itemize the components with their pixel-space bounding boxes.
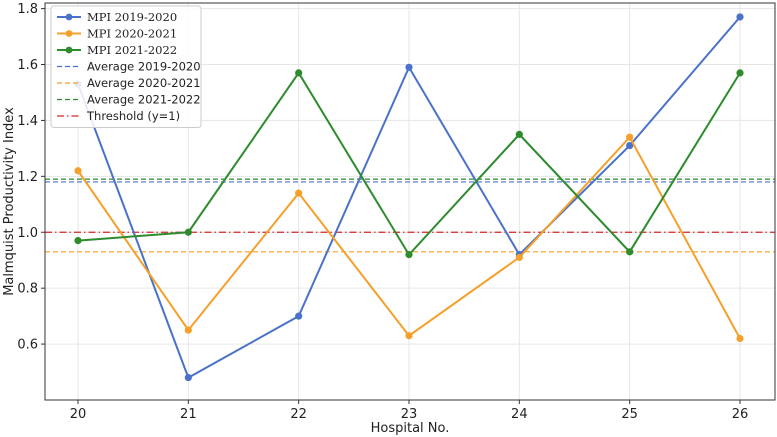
data-point (405, 251, 413, 259)
data-point (295, 189, 303, 197)
x-tick-label: 25 (621, 407, 638, 422)
data-point (626, 141, 634, 150)
data-point (184, 228, 192, 236)
legend-box (50, 5, 202, 128)
legend-marker (65, 46, 73, 54)
data-point (736, 13, 744, 21)
plot-frame (44, 2, 776, 401)
y-tick-label: 1.6 (17, 58, 38, 73)
data-point (405, 63, 413, 71)
x-tick-label: 24 (511, 407, 528, 422)
series-lines (74, 13, 744, 382)
x-tick-label: 23 (401, 407, 418, 422)
data-point (626, 133, 634, 141)
x-tick-label: 21 (180, 407, 197, 422)
x-tick-label: 26 (732, 407, 749, 422)
x-axis-label: Hospital No. (371, 421, 450, 436)
data-point (295, 312, 303, 320)
x-tick-label: 22 (290, 407, 307, 422)
reference-lines (45, 178, 775, 253)
data-point (515, 253, 523, 262)
data-point (626, 248, 634, 256)
y-tick-label: 1.4 (17, 114, 38, 129)
y-tick-label: 0.6 (17, 338, 38, 353)
data-point (295, 69, 303, 77)
data-point (736, 334, 744, 343)
legend-label: Average 2019-2020 (87, 60, 201, 74)
x-axis-ticks: 20 21 22 23 24 25 26 (70, 400, 749, 422)
legend-label: MPI 2020-2021 (87, 27, 177, 41)
data-point (405, 332, 413, 340)
legend-label: Average 2021-2022 (87, 93, 201, 107)
y-tick-label: 1.8 (17, 2, 38, 17)
y-tick-label: 1.2 (17, 170, 38, 185)
data-point (184, 326, 192, 334)
data-point (736, 69, 744, 77)
y-tick-label: 0.8 (17, 282, 38, 297)
x-tick-label: 20 (70, 407, 87, 422)
y-axis-ticks: 0.6 0.8 1.0 1.2 1.4 1.6 1.8 (17, 2, 45, 353)
data-point (74, 167, 82, 175)
legend-label: Threshold (y=1) (86, 109, 180, 123)
data-point (184, 374, 192, 382)
legend-label: MPI 2019-2020 (87, 10, 177, 24)
data-point (515, 130, 523, 139)
data-point (74, 237, 82, 245)
y-tick-label: 1.0 (17, 226, 38, 241)
legend-label: MPI 2021-2022 (87, 43, 177, 57)
legend-label: Average 2020-2021 (87, 76, 201, 90)
legend: MPI 2019-2020 MPI 2020-2021 MPI 2021-2022 A… (50, 5, 202, 128)
legend-marker (65, 30, 73, 37)
y-axis-label: Malmquist Productivity Index (2, 107, 17, 296)
legend-marker (65, 13, 73, 21)
